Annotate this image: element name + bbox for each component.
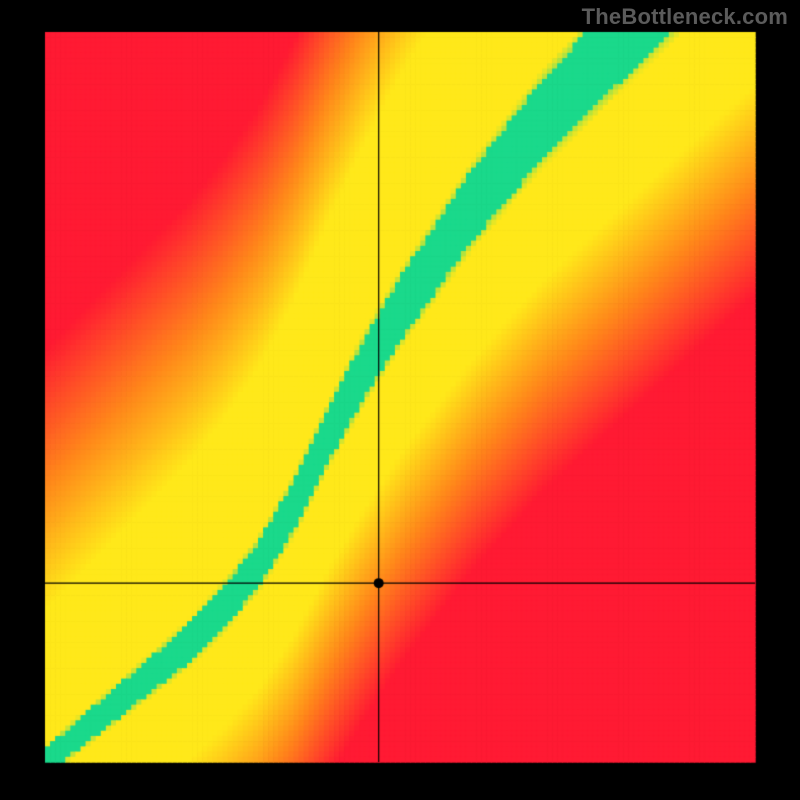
heatmap-canvas	[0, 0, 800, 800]
chart-container: TheBottleneck.com	[0, 0, 800, 800]
watermark-text: TheBottleneck.com	[582, 4, 788, 30]
